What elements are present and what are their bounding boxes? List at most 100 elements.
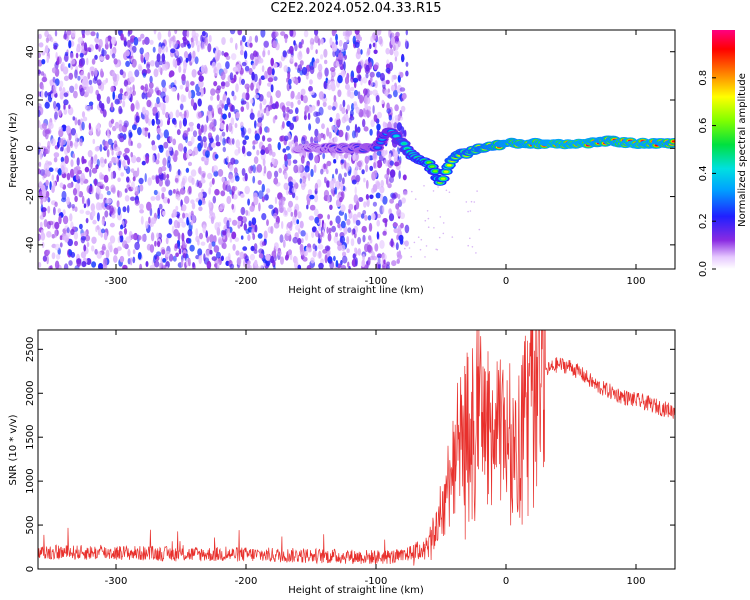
noise-blob	[68, 104, 71, 110]
noise-blob	[132, 256, 136, 264]
noise-blob	[300, 88, 306, 96]
noise-blob	[300, 155, 305, 164]
noise-blob	[221, 131, 226, 137]
noise-blob	[315, 49, 318, 54]
noise-blob	[91, 167, 98, 174]
noise-blob	[107, 133, 111, 139]
noise-blob	[118, 123, 123, 132]
noise-blob	[331, 125, 335, 131]
noise-blob	[117, 206, 121, 216]
noise-blob	[125, 91, 131, 99]
noise-blob	[89, 168, 92, 178]
noise-blob	[230, 157, 236, 165]
signal-blob	[444, 170, 449, 173]
noise-blob	[246, 86, 250, 94]
noise-blob	[100, 228, 106, 234]
noise-blob	[216, 85, 222, 91]
noise-blob	[310, 37, 314, 43]
noise-blob	[83, 203, 87, 209]
noise-blob	[56, 174, 59, 183]
noise-blob	[240, 206, 246, 216]
noise-blob	[215, 141, 221, 147]
noise-blob	[288, 78, 292, 86]
noise-blob	[314, 182, 319, 192]
noise-blob	[113, 255, 118, 263]
y-tick-label: 40	[25, 45, 36, 58]
noise-blob	[342, 255, 348, 264]
noise-blob	[320, 54, 324, 60]
noise-blob	[167, 198, 170, 204]
noise-blob	[57, 168, 62, 175]
noise-blob	[144, 83, 149, 92]
noise-blob	[226, 231, 231, 238]
noise-speck	[419, 248, 422, 251]
noise-blob	[148, 88, 154, 95]
noise-blob	[74, 206, 78, 212]
noise-blob	[221, 176, 225, 183]
noise-blob	[62, 215, 69, 225]
noise-blob	[80, 251, 87, 259]
noise-blob	[273, 222, 280, 229]
noise-blob	[60, 165, 65, 175]
colorbar-ticks: 0.0 0.2 0.4 0.6 0.8	[698, 70, 716, 277]
noise-blob	[327, 79, 331, 85]
noise-blob	[361, 259, 366, 268]
noise-blob	[313, 111, 319, 118]
noise-blob	[251, 217, 257, 226]
noise-blob	[322, 101, 327, 108]
noise-blob	[88, 159, 93, 168]
noise-blob	[185, 80, 190, 90]
noise-blob	[308, 152, 314, 161]
noise-blob	[122, 206, 127, 213]
noise-blob	[144, 173, 147, 183]
noise-blob	[163, 171, 167, 181]
noise-blob	[331, 43, 338, 52]
noise-blob	[354, 257, 358, 267]
noise-blob	[95, 43, 99, 50]
noise-blob	[295, 195, 299, 201]
noise-blob	[144, 114, 149, 122]
noise-blob	[154, 260, 160, 268]
noise-blob	[38, 91, 41, 97]
noise-blob	[174, 30, 178, 35]
noise-blob	[299, 50, 302, 58]
noise-blob	[54, 30, 58, 37]
noise-blob	[275, 90, 282, 99]
noise-blob	[318, 91, 324, 100]
noise-blob	[377, 111, 382, 119]
noise-blob	[303, 114, 307, 121]
noise-blob	[340, 69, 346, 78]
noise-blob	[266, 91, 272, 98]
noise-blob	[63, 263, 69, 269]
noise-blob	[383, 259, 386, 265]
noise-blob	[189, 244, 195, 252]
noise-blob	[130, 151, 133, 158]
noise-blob	[302, 175, 307, 184]
noise-blob	[209, 243, 213, 249]
noise-blob	[379, 72, 385, 82]
noise-blob	[124, 49, 130, 57]
spectrogram-x-ticks: -300 -200 -100 0 100	[105, 30, 646, 287]
noise-blob	[365, 88, 371, 98]
noise-blob	[198, 255, 202, 265]
noise-blob	[263, 194, 269, 201]
noise-blob	[182, 243, 188, 248]
noise-blob	[379, 185, 385, 194]
noise-blob	[364, 95, 368, 105]
noise-blob	[96, 93, 101, 102]
noise-blob	[390, 36, 396, 46]
noise-blob	[91, 69, 94, 77]
noise-blob	[373, 64, 379, 70]
noise-blob	[196, 91, 202, 97]
noise-blob	[318, 70, 323, 78]
noise-blob	[47, 197, 51, 203]
noise-blob	[187, 149, 193, 155]
noise-blob	[165, 149, 170, 158]
noise-blob	[227, 252, 231, 261]
noise-blob	[396, 122, 402, 132]
noise-blob	[350, 238, 355, 247]
noise-blob	[180, 94, 185, 103]
noise-blob	[38, 161, 42, 167]
noise-blob	[335, 168, 338, 175]
snr-x-ticks: -300 -200 -100 0 100	[105, 330, 646, 587]
